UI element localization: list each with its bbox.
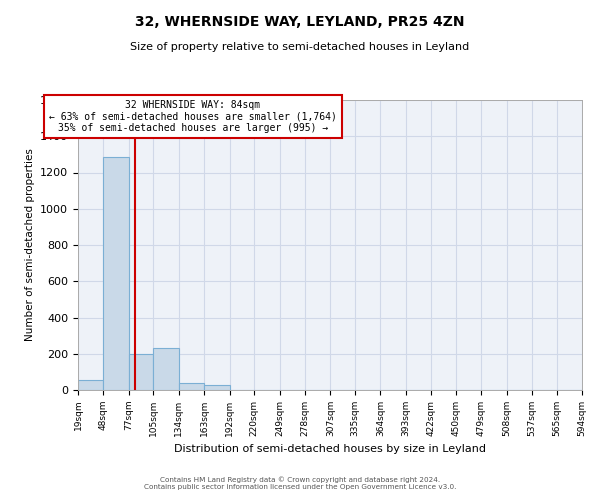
Bar [78,380,103,390]
Bar [154,348,179,390]
X-axis label: Distribution of semi-detached houses by size in Leyland: Distribution of semi-detached houses by … [174,444,486,454]
Bar [204,385,230,390]
Text: Contains HM Land Registry data © Crown copyright and database right 2024.
Contai: Contains HM Land Registry data © Crown c… [144,476,456,490]
Bar [129,354,154,390]
Text: Size of property relative to semi-detached houses in Leyland: Size of property relative to semi-detach… [130,42,470,52]
Text: 32 WHERNSIDE WAY: 84sqm
← 63% of semi-detached houses are smaller (1,764)
35% of: 32 WHERNSIDE WAY: 84sqm ← 63% of semi-de… [49,100,337,133]
Bar [103,157,129,390]
Text: 32, WHERNSIDE WAY, LEYLAND, PR25 4ZN: 32, WHERNSIDE WAY, LEYLAND, PR25 4ZN [135,15,465,29]
Y-axis label: Number of semi-detached properties: Number of semi-detached properties [25,148,35,342]
Bar [179,383,204,390]
